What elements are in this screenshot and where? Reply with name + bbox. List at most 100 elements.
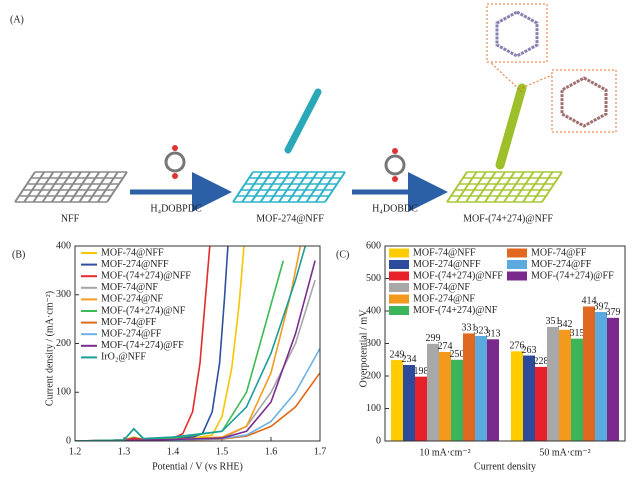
mesh-wire — [106, 171, 128, 203]
mesh-wire — [268, 171, 291, 203]
panel-label: (B) — [12, 249, 25, 260]
x-tick-label: 1.6 — [265, 446, 278, 457]
legend-label: MOF-(74+274)@FF — [101, 340, 184, 351]
legend-label: MOF-(74+274)@NF — [413, 305, 498, 316]
legend-label: MOF-274@FF — [531, 259, 592, 270]
bar — [391, 360, 403, 441]
mesh-wire — [232, 171, 254, 203]
legend-label: MOF-74@FF — [101, 317, 157, 328]
reagent-label: H₄DOBDC — [372, 203, 418, 214]
legend-label: MOF-74@NF — [413, 282, 470, 293]
panel-label: (A) — [10, 14, 24, 25]
legend-swatch — [507, 260, 527, 269]
bar — [439, 351, 451, 441]
rod — [284, 88, 322, 154]
x-tick-label: 1.4 — [167, 446, 180, 457]
bar — [511, 351, 523, 441]
mesh-wire — [455, 171, 478, 203]
value-label: 228 — [534, 356, 549, 367]
value-label: 274 — [438, 341, 453, 352]
legend-label: IrO₂@NFF — [101, 352, 146, 363]
value-label: 276 — [510, 341, 525, 352]
mesh-wire — [296, 171, 319, 203]
node-label: NFF — [61, 213, 80, 224]
bar — [595, 311, 607, 441]
bar — [415, 376, 427, 441]
legend-label: MOF-(74+274)@NFF — [101, 270, 191, 281]
legend-label: MOF-74@NFF — [101, 247, 164, 258]
legend-label: MOF-74@NF — [101, 282, 158, 293]
x-axis-label: Potential / V (vs RHE) — [152, 461, 243, 472]
x-tick-label: 1.7 — [314, 446, 327, 457]
panel-label: (C) — [336, 249, 349, 260]
mesh-wire — [69, 171, 92, 203]
value-label: 379 — [606, 307, 621, 318]
molecule — [164, 151, 186, 173]
value-label: 198 — [414, 366, 429, 377]
pore — [560, 76, 608, 128]
rod — [495, 83, 527, 170]
zoom-box — [486, 3, 548, 63]
schematic — [14, 3, 617, 212]
y-tick-label: 600 — [366, 240, 381, 251]
bar — [463, 333, 475, 441]
mesh-wire — [23, 171, 46, 203]
x-tick-label: 1.2 — [69, 446, 82, 457]
value-label: 351 — [546, 316, 561, 327]
x-axis-label: Current density — [474, 461, 536, 472]
mesh-wire — [50, 171, 73, 203]
mesh-wire — [484, 171, 506, 203]
mesh-wire — [541, 171, 563, 203]
bar — [583, 306, 595, 441]
legend-label: MOF-(74+274)@NFF — [413, 270, 503, 281]
x-tick-label: 1.3 — [118, 446, 131, 457]
legend-swatch — [389, 271, 409, 281]
lines — [75, 245, 320, 441]
legend-swatch — [389, 294, 409, 304]
plot-frame — [74, 245, 321, 442]
y-tick-label: 400 — [56, 240, 71, 251]
mesh-wire — [324, 171, 346, 203]
bar — [547, 326, 559, 441]
value-label: 313 — [486, 329, 501, 340]
legend-swatch — [389, 248, 409, 258]
legend-label: MOF-274@NFF — [413, 259, 481, 270]
mesh-wire — [305, 171, 328, 203]
legend-label: MOF-(74+274)@NF — [101, 305, 186, 316]
zoom-line — [489, 61, 523, 93]
bar — [535, 366, 547, 441]
mesh-wire — [96, 171, 119, 203]
mesh-wire — [250, 171, 273, 203]
y-tick-label: 0 — [66, 435, 71, 446]
mesh-wire — [60, 171, 82, 203]
node-label: MOF-(74+274)@NFF — [463, 213, 553, 224]
y-tick-label: 100 — [56, 387, 71, 398]
mesh-wire — [493, 171, 516, 203]
legend-label: MOF-74@NFF — [413, 247, 476, 258]
value-label: 263 — [522, 345, 537, 356]
legend-label: MOF-274@FF — [101, 328, 162, 339]
mesh-wire — [32, 171, 55, 203]
y-tick-label: 100 — [366, 403, 381, 414]
y-tick-label: 200 — [366, 370, 381, 381]
plot-frame — [384, 245, 626, 442]
y-tick-label: 200 — [56, 338, 71, 349]
bar — [403, 364, 415, 441]
node-label: MOF-274@NFF — [256, 213, 324, 224]
atom — [392, 176, 398, 182]
value-label: 323 — [474, 325, 489, 336]
bar — [475, 336, 487, 441]
zoom-line — [521, 74, 553, 89]
mesh-wire — [259, 171, 282, 203]
value-label: 234 — [402, 354, 417, 365]
value-label: 315 — [570, 328, 585, 339]
y-axis-label: Current density / (mA·cm⁻²) — [44, 291, 55, 406]
bar — [559, 329, 571, 441]
mesh-wire — [287, 171, 310, 203]
x-tick-label: 10 mA·cm⁻² — [419, 447, 470, 458]
mesh-wire — [465, 171, 487, 203]
mesh-wire — [87, 171, 110, 203]
bar — [571, 338, 583, 441]
reagent-label: H₄DOBPDC — [150, 203, 202, 214]
